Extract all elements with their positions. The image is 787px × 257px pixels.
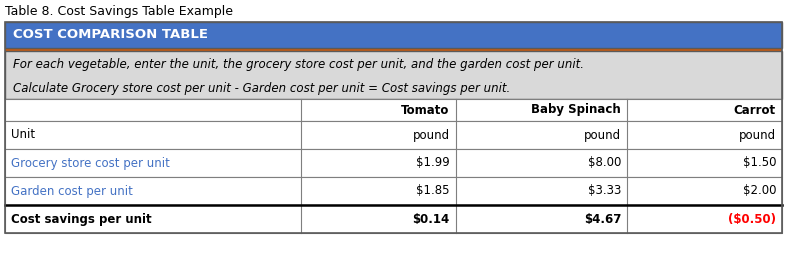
Bar xyxy=(5,177,782,205)
Text: $1.85: $1.85 xyxy=(416,185,449,197)
Bar xyxy=(5,51,782,99)
Bar xyxy=(5,205,782,233)
Text: Grocery store cost per unit: Grocery store cost per unit xyxy=(11,157,170,170)
Text: For each vegetable, enter the unit, the grocery store cost per unit, and the gar: For each vegetable, enter the unit, the … xyxy=(13,58,584,71)
Text: Cost savings per unit: Cost savings per unit xyxy=(11,213,152,225)
Bar xyxy=(5,99,782,121)
Bar xyxy=(5,22,782,48)
Text: $1.50: $1.50 xyxy=(742,157,776,170)
Text: $1.99: $1.99 xyxy=(416,157,449,170)
Bar xyxy=(5,149,782,177)
Bar xyxy=(5,22,782,233)
Text: Calculate Grocery store cost per unit - Garden cost per unit = Cost savings per : Calculate Grocery store cost per unit - … xyxy=(13,82,510,95)
Text: pound: pound xyxy=(739,128,776,142)
Text: $3.33: $3.33 xyxy=(588,185,621,197)
Text: Tomato: Tomato xyxy=(401,104,449,116)
Bar xyxy=(5,22,782,48)
Text: $2.00: $2.00 xyxy=(742,185,776,197)
Text: Carrot: Carrot xyxy=(733,104,776,116)
Text: Table 8. Cost Savings Table Example: Table 8. Cost Savings Table Example xyxy=(5,5,233,19)
Text: ($0.50): ($0.50) xyxy=(728,213,776,225)
Text: Baby Spinach: Baby Spinach xyxy=(531,104,621,116)
Bar xyxy=(5,121,782,149)
Text: $8.00: $8.00 xyxy=(588,157,621,170)
Text: $0.14: $0.14 xyxy=(412,213,449,225)
Bar xyxy=(5,48,782,51)
Text: pound: pound xyxy=(412,128,449,142)
Text: Unit: Unit xyxy=(11,128,35,142)
Text: $4.67: $4.67 xyxy=(584,213,621,225)
Text: pound: pound xyxy=(584,128,621,142)
Text: Garden cost per unit: Garden cost per unit xyxy=(11,185,133,197)
Text: COST COMPARISON TABLE: COST COMPARISON TABLE xyxy=(13,29,208,41)
